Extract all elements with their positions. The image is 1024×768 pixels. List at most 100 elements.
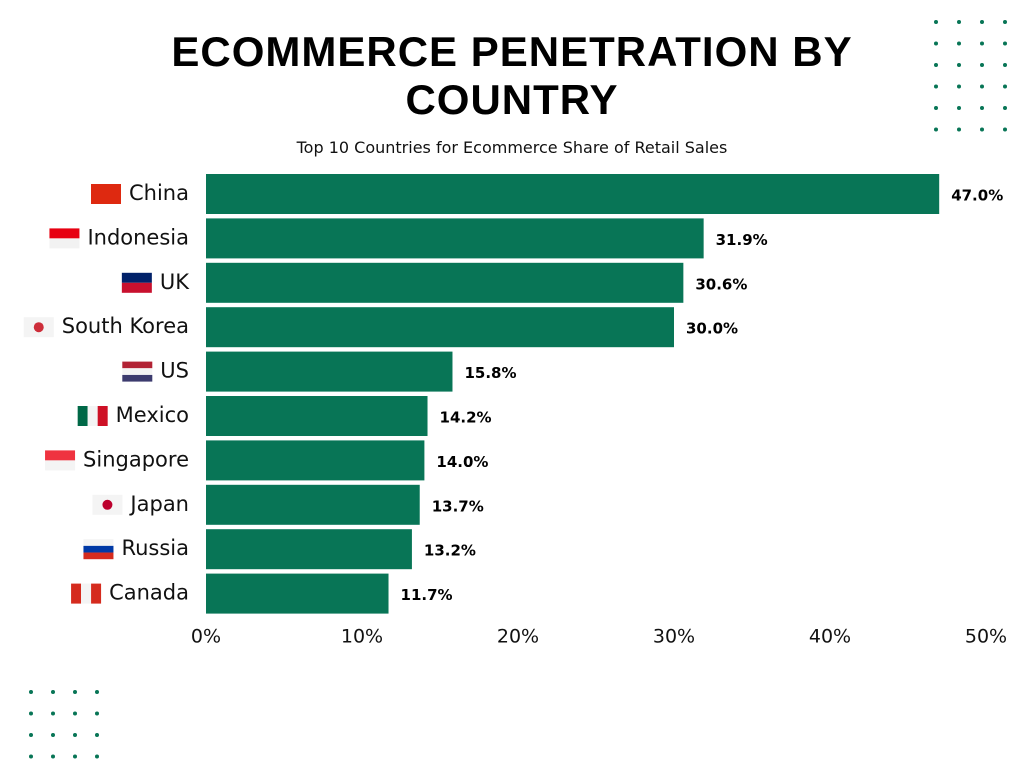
flag-stripe bbox=[77, 406, 88, 426]
y-tick-label: China bbox=[129, 181, 189, 205]
decor-dot bbox=[980, 63, 984, 67]
bar bbox=[206, 573, 389, 614]
decor-dot bbox=[51, 711, 55, 716]
x-tick-label: 20% bbox=[497, 626, 539, 648]
x-tick-label: 10% bbox=[341, 626, 383, 648]
value-label: 14.0% bbox=[436, 453, 488, 471]
decor-dot bbox=[957, 84, 961, 89]
flag-stripe bbox=[71, 583, 82, 604]
flag-stripe bbox=[91, 184, 121, 204]
decor-dot bbox=[980, 20, 984, 24]
bar bbox=[206, 484, 420, 525]
value-label: 14.2% bbox=[440, 409, 492, 427]
decor-dot bbox=[95, 754, 99, 759]
decor-dot bbox=[934, 84, 938, 89]
flag-stripe bbox=[83, 552, 114, 560]
decor-dot bbox=[1003, 20, 1007, 24]
value-label: 31.9% bbox=[716, 231, 768, 249]
y-tick-label: Russia bbox=[121, 536, 189, 560]
x-tick-label: 50% bbox=[965, 626, 1007, 648]
bar bbox=[206, 351, 453, 392]
value-label: 13.7% bbox=[432, 497, 484, 515]
decor-dot bbox=[980, 84, 984, 89]
value-label: 11.7% bbox=[401, 586, 453, 604]
flag-stripe bbox=[83, 539, 114, 546]
y-tick-label: Singapore bbox=[83, 447, 189, 471]
decor-dot bbox=[934, 127, 938, 132]
chart-title: ECOMMERCE PENETRATION BY COUNTRY bbox=[171, 28, 853, 123]
decor-dot bbox=[29, 690, 33, 694]
decor-dot bbox=[957, 41, 961, 46]
decor-dot bbox=[1003, 127, 1007, 132]
decor-dot bbox=[95, 711, 99, 716]
decor-dot bbox=[934, 41, 938, 46]
flag-stripe bbox=[45, 450, 76, 461]
flag-stripe bbox=[121, 282, 152, 293]
decor-dot bbox=[51, 733, 55, 737]
decor-dot bbox=[95, 733, 99, 737]
decor-dot bbox=[980, 41, 984, 46]
flag-stripe bbox=[122, 374, 153, 382]
flag-stripe bbox=[83, 545, 114, 553]
decor-dot bbox=[957, 106, 961, 110]
flag-stripe bbox=[122, 361, 153, 369]
y-tick-label: US bbox=[160, 359, 189, 383]
decor-dot bbox=[934, 20, 938, 24]
decor-dot bbox=[957, 127, 961, 132]
decor-dot bbox=[1003, 63, 1007, 67]
y-tick-label: Mexico bbox=[116, 403, 189, 427]
y-tick-label: UK bbox=[160, 270, 190, 294]
value-label: 30.0% bbox=[686, 320, 738, 338]
flag-stripe bbox=[45, 460, 76, 471]
decor-dot bbox=[29, 733, 33, 737]
y-tick-label: Canada bbox=[109, 581, 189, 605]
decor-dot bbox=[73, 754, 77, 759]
y-tick-label: Indonesia bbox=[87, 225, 189, 249]
flag-stripe bbox=[87, 406, 98, 426]
y-tick-label: South Korea bbox=[62, 314, 189, 338]
bar bbox=[206, 262, 684, 303]
flag-stripe bbox=[49, 228, 80, 239]
flag-stripe bbox=[91, 583, 102, 604]
flag-emblem bbox=[33, 322, 44, 333]
x-tick-label: 0% bbox=[191, 626, 221, 648]
bar bbox=[206, 529, 412, 570]
decor-dot bbox=[29, 711, 33, 716]
decor-dot bbox=[51, 690, 55, 694]
decor-dot bbox=[95, 690, 99, 694]
decor-dot bbox=[73, 690, 77, 694]
flag-stripe bbox=[81, 583, 92, 604]
decor-dot bbox=[934, 106, 938, 110]
x-tick-label: 30% bbox=[653, 626, 695, 648]
value-label: 30.6% bbox=[695, 275, 747, 293]
decor-dot bbox=[29, 754, 33, 759]
decor-dot bbox=[51, 754, 55, 759]
decor-dot bbox=[934, 63, 938, 67]
decor-dot bbox=[957, 63, 961, 67]
flag-emblem bbox=[102, 499, 113, 510]
chart-subtitle: Top 10 Countries for Ecommerce Share of … bbox=[296, 138, 728, 157]
flag-stripe bbox=[49, 238, 80, 249]
y-tick-label: Japan bbox=[128, 492, 189, 516]
value-label: 47.0% bbox=[951, 187, 1003, 205]
decor-dot bbox=[73, 711, 77, 716]
decor-dot bbox=[957, 20, 961, 24]
flag-stripe bbox=[97, 406, 108, 426]
bar bbox=[206, 218, 704, 259]
flag-stripe bbox=[122, 368, 153, 375]
bar bbox=[206, 307, 674, 348]
decor-dot bbox=[73, 733, 77, 737]
flag-stripe bbox=[121, 272, 152, 283]
decor-dot bbox=[1003, 41, 1007, 46]
bar bbox=[206, 396, 428, 436]
x-tick-label: 40% bbox=[809, 626, 851, 648]
decor-dot bbox=[1003, 84, 1007, 89]
decor-dot bbox=[1003, 106, 1007, 110]
bar bbox=[206, 440, 425, 481]
value-label: 15.8% bbox=[464, 364, 516, 382]
value-label: 13.2% bbox=[424, 542, 476, 560]
decor-dot bbox=[980, 127, 984, 132]
decor-dot bbox=[980, 106, 984, 110]
